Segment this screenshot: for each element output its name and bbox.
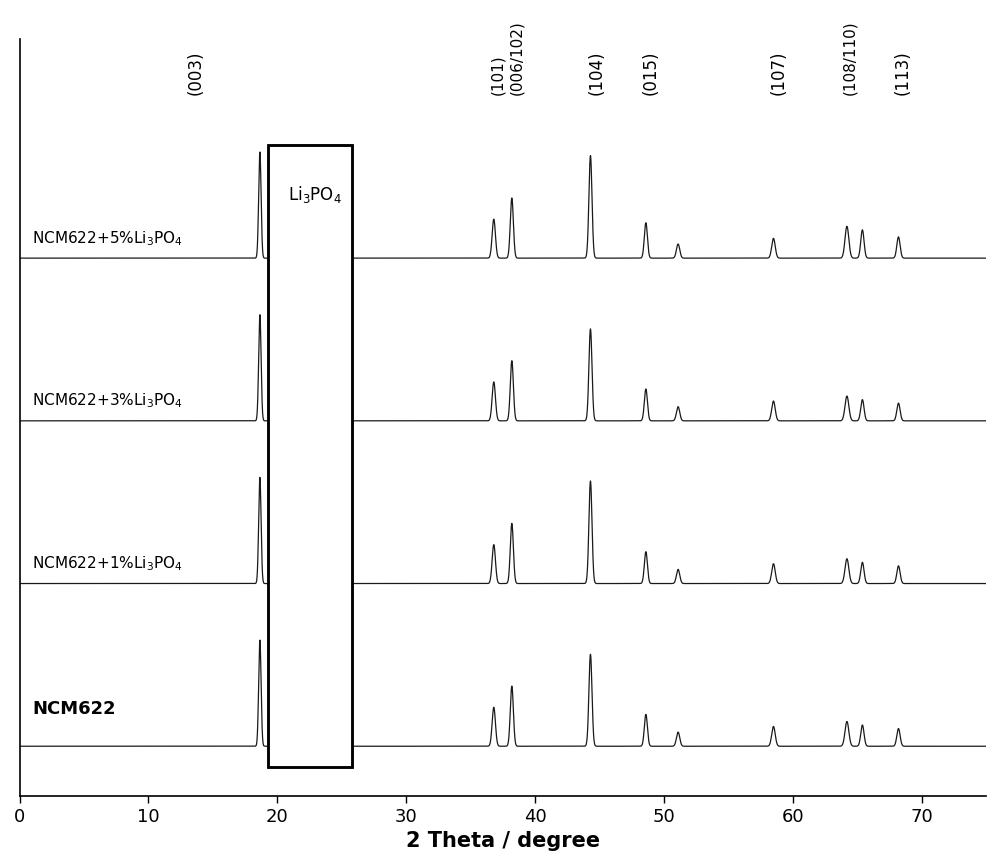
Text: (108/110): (108/110) [842, 21, 857, 95]
Text: (015): (015) [642, 51, 660, 95]
Text: (101): (101) [490, 54, 505, 95]
Bar [268, 145, 352, 767]
Text: (113): (113) [893, 51, 911, 95]
Text: NCM622+3%Li$_3$PO$_4$: NCM622+3%Li$_3$PO$_4$ [32, 392, 183, 410]
Text: NCM622+1%Li$_3$PO$_4$: NCM622+1%Li$_3$PO$_4$ [32, 554, 183, 573]
Text: Li$_3$PO$_4$: Li$_3$PO$_4$ [288, 184, 342, 205]
Text: (104): (104) [588, 51, 606, 95]
Bar [268, 145, 352, 767]
X-axis label: 2 Theta / degree: 2 Theta / degree [406, 831, 600, 851]
Text: NCM622: NCM622 [32, 700, 116, 718]
Text: (107): (107) [770, 51, 788, 95]
Text: NCM622+5%Li$_3$PO$_4$: NCM622+5%Li$_3$PO$_4$ [32, 229, 183, 247]
Text: (006/102): (006/102) [509, 21, 524, 95]
Text: (003): (003) [187, 51, 205, 95]
